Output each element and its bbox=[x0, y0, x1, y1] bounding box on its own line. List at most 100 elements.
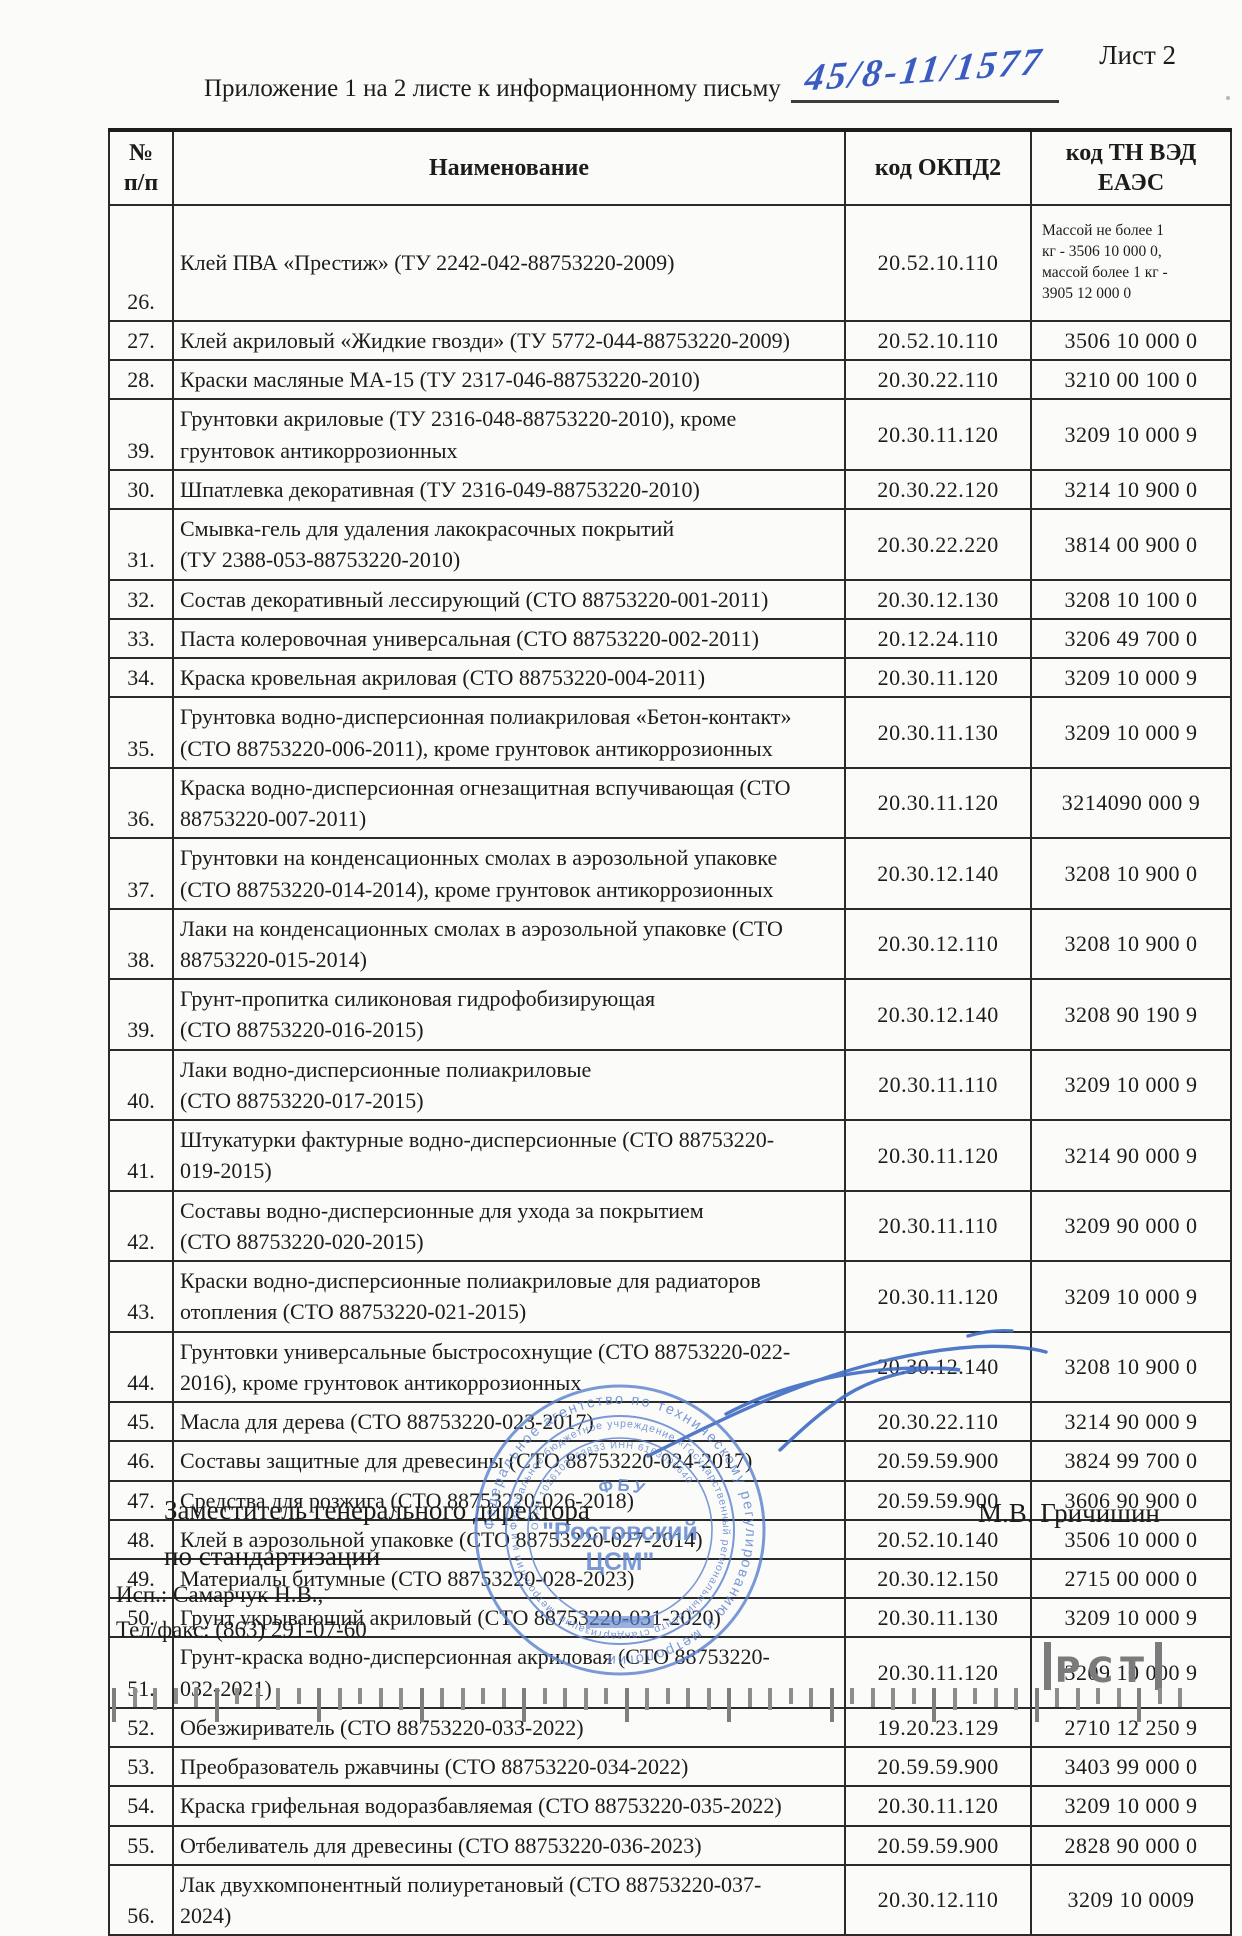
ruler-tick bbox=[522, 1688, 526, 1722]
row-name: Составы защитные для древесины (СТО 8875… bbox=[172, 1440, 846, 1482]
ruler-tick bbox=[1075, 1688, 1080, 1710]
row-tnved-code: 3209 90 000 0 bbox=[1030, 1189, 1232, 1263]
row-tnved-code: 3606 90 900 0 bbox=[1030, 1479, 1232, 1521]
row-okpd2-code: 20.30.22.110 bbox=[844, 359, 1032, 401]
ruler-tick bbox=[973, 1688, 977, 1704]
row-tnved-code: 2715 00 000 0 bbox=[1030, 1557, 1232, 1600]
ruler-tick bbox=[952, 1688, 957, 1710]
rst-left-bar bbox=[1043, 1642, 1051, 1690]
row-okpd2-code: 20.30.11.120 bbox=[844, 1636, 1032, 1709]
row-tnved-code: 3206 49 700 0 bbox=[1030, 617, 1232, 660]
ruler-tick bbox=[235, 1688, 239, 1704]
row-name: Краски водно-дисперсионные полиакриловые… bbox=[172, 1260, 846, 1333]
table-row: 34. Краска кровельная акриловая (СТО 8875… bbox=[108, 657, 1232, 699]
table-row: 28. Краски масляные МА-15 (ТУ 2317-046-88… bbox=[108, 359, 1232, 401]
table-row: 26. Клей ПВА «Престиж» (ТУ 2242-042-88753… bbox=[108, 204, 1232, 322]
row-name: Грунт-краска водно-дисперсионная акрилов… bbox=[172, 1636, 846, 1709]
table-row: 36. Краска водно-дисперсионная огнезащитн… bbox=[108, 766, 1232, 840]
row-okpd2-code: 20.30.11.110 bbox=[844, 1189, 1032, 1263]
ruler-tick bbox=[1096, 1688, 1100, 1704]
row-number: 45. bbox=[108, 1401, 174, 1443]
row-number: 55. bbox=[108, 1824, 174, 1866]
ruler-tick bbox=[809, 1688, 813, 1707]
table-row: 37. Грунтовки на конденсационных смолах в… bbox=[108, 837, 1232, 910]
row-name: Лаки водно-дисперсионные полиакриловые (… bbox=[172, 1048, 846, 1122]
row-tnved-code: 3214 90 000 9 bbox=[1030, 1401, 1232, 1443]
ruler-tick bbox=[296, 1688, 301, 1704]
ruler-tick bbox=[173, 1688, 178, 1704]
row-number: 51. bbox=[108, 1636, 174, 1709]
row-tnved-code: 3209 10 000 9 bbox=[1030, 1636, 1232, 1709]
row-number: 39. bbox=[108, 398, 174, 471]
row-name: Отбеливатель для древесины (СТО 88753220… bbox=[172, 1824, 846, 1866]
ruler-tick bbox=[440, 1688, 444, 1707]
row-tnved-code: 2828 90 000 0 bbox=[1030, 1824, 1232, 1866]
signer-position-line1: Заместитель генерального директора bbox=[164, 1495, 590, 1525]
row-number: 28. bbox=[108, 359, 174, 401]
stamp-center-fbu: ФБУ bbox=[597, 1476, 647, 1500]
ruler-tick bbox=[1157, 1688, 1162, 1704]
row-okpd2-code: 20.30.12.150 bbox=[844, 1557, 1032, 1600]
row-tnved-code: 2710 12 250 9 bbox=[1030, 1706, 1232, 1749]
rst-text: РСТ bbox=[1054, 1651, 1151, 1692]
ruler-tick bbox=[993, 1688, 998, 1707]
executor-info: Исп.: Самарчук Н.В., Тел/факс: (863) 291… bbox=[116, 1578, 367, 1647]
ruler-tick bbox=[255, 1688, 260, 1707]
row-okpd2-code: 20.30.11.120 bbox=[844, 1260, 1032, 1333]
row-name: Грунтовки универсальные быстросохнущие (… bbox=[172, 1330, 846, 1404]
row-tnved-code: 3208 10 100 0 bbox=[1030, 578, 1232, 620]
row-number: 44. bbox=[108, 1330, 174, 1404]
table-row: 53. Преобразователь ржавчины (СТО 8875322… bbox=[108, 1746, 1232, 1788]
row-name: Краска водно-дисперсионная огнезащитная … bbox=[172, 766, 846, 840]
row-okpd2-code: 20.30.12.110 bbox=[844, 1863, 1032, 1936]
header-row-number: № п/п bbox=[108, 128, 174, 206]
row-okpd2-code: 20.52.10.110 bbox=[844, 319, 1032, 362]
table-row: 43. Краски водно-дисперсионные полиакрило… bbox=[108, 1260, 1232, 1333]
row-tnved-code: 3209 10 000 9 bbox=[1030, 398, 1232, 471]
ruler-tick bbox=[768, 1688, 772, 1710]
row-okpd2-code: 20.30.11.130 bbox=[844, 1597, 1032, 1639]
rst-mark: РСТ bbox=[1043, 1642, 1162, 1692]
row-number: 48. bbox=[108, 1518, 174, 1560]
row-okpd2-code: 20.59.59.900 bbox=[844, 1824, 1032, 1866]
table-row: 33. Паста колеровочная универсальная (СТО… bbox=[108, 617, 1232, 660]
row-name: Клей акриловый «Жидкие гвозди» (ТУ 5772-… bbox=[172, 319, 846, 362]
ruler-tick bbox=[870, 1688, 875, 1707]
ruler-tick bbox=[850, 1688, 854, 1704]
row-tnved-code: 3214 10 900 0 bbox=[1030, 468, 1232, 511]
row-name: Состав декоративный лессирующий (СТО 887… bbox=[172, 578, 846, 620]
ruler-tick bbox=[194, 1688, 198, 1707]
signer-position-line2: по стандартизации bbox=[164, 1540, 381, 1571]
row-number: 30. bbox=[108, 468, 174, 511]
ruler-tick bbox=[214, 1688, 219, 1722]
table-row: 35. Грунтовка водно-дисперсионная полиакр… bbox=[108, 696, 1232, 769]
row-number: 47. bbox=[108, 1479, 174, 1521]
ruler-tick bbox=[317, 1688, 321, 1722]
ruler-tick bbox=[891, 1688, 895, 1710]
ruler-tick bbox=[1014, 1688, 1018, 1710]
row-number: 33. bbox=[108, 617, 174, 660]
table-header: № п/п Наименование код ОКПД2 код ТН ВЭД … bbox=[108, 128, 1232, 206]
ruler-tick bbox=[563, 1688, 567, 1707]
signer-name: М.В. Гричишин bbox=[978, 1498, 1160, 1528]
row-name: Масла для дерева (СТО 88753220-023-2017) bbox=[172, 1401, 846, 1443]
row-tnved-code: 3506 10 000 0 bbox=[1030, 1518, 1232, 1560]
row-number: 27. bbox=[108, 319, 174, 362]
row-tnved-code: 3208 10 900 0 bbox=[1030, 837, 1232, 910]
sheet-number-label: Лист 2 bbox=[1099, 40, 1176, 70]
table-row: 51. Грунт-краска водно-дисперсионная акри… bbox=[108, 1636, 1232, 1709]
row-number: 35. bbox=[108, 696, 174, 769]
row-okpd2-code: 20.52.10.110 bbox=[844, 204, 1032, 322]
table-row: 56. Лак двухкомпонентный полиуретановый (… bbox=[108, 1863, 1232, 1936]
row-name: Грунтовки на конденсационных смолах в аэ… bbox=[172, 837, 846, 910]
row-okpd2-code: 20.52.10.140 bbox=[844, 1518, 1032, 1560]
table-row: 41. Штукатурки фактурные водно-дисперсион… bbox=[108, 1119, 1232, 1192]
row-name: Преобразователь ржавчины (СТО 88753220-0… bbox=[172, 1746, 846, 1788]
row-okpd2-code: 20.30.11.120 bbox=[844, 398, 1032, 471]
row-number: 37. bbox=[108, 837, 174, 910]
row-okpd2-code: 20.30.11.120 bbox=[844, 657, 1032, 699]
table-row: 54. Краска грифельная водоразбавляемая (С… bbox=[108, 1785, 1232, 1827]
ruler-tick bbox=[911, 1688, 916, 1704]
ruler-tick bbox=[358, 1688, 362, 1704]
ruler-tick bbox=[1116, 1688, 1121, 1707]
